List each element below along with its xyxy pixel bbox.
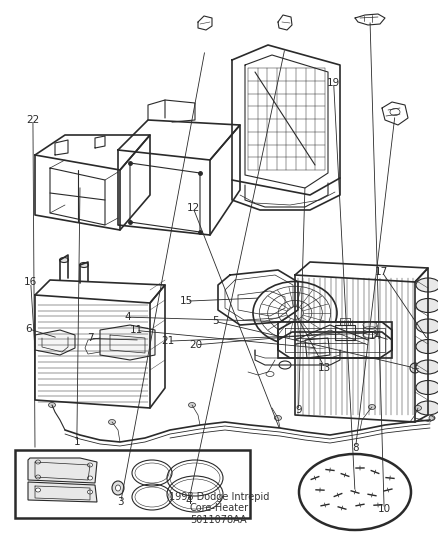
Text: 13: 13 <box>318 363 331 373</box>
Ellipse shape <box>274 416 281 421</box>
Polygon shape <box>277 322 391 358</box>
Ellipse shape <box>415 319 438 333</box>
Text: 14: 14 <box>368 331 381 341</box>
Ellipse shape <box>415 360 438 374</box>
Text: 16: 16 <box>24 278 37 287</box>
Ellipse shape <box>35 488 40 492</box>
Polygon shape <box>304 338 329 358</box>
Polygon shape <box>28 458 97 483</box>
Text: 5: 5 <box>211 317 218 326</box>
Ellipse shape <box>415 298 438 312</box>
Ellipse shape <box>35 475 40 479</box>
Bar <box>15 450 249 518</box>
Ellipse shape <box>87 476 92 480</box>
Ellipse shape <box>415 381 438 394</box>
Text: 22: 22 <box>26 115 39 125</box>
Ellipse shape <box>188 402 195 408</box>
Ellipse shape <box>428 416 434 421</box>
Ellipse shape <box>413 406 420 410</box>
Text: 3: 3 <box>117 497 124 507</box>
Polygon shape <box>28 482 97 502</box>
Polygon shape <box>100 325 155 360</box>
Text: 21: 21 <box>161 336 174 346</box>
Text: 15: 15 <box>180 296 193 306</box>
Ellipse shape <box>367 405 374 409</box>
Ellipse shape <box>298 454 410 530</box>
Text: 1998 Dodge Intrepid
Core-Heater
5011078AA: 1998 Dodge Intrepid Core-Heater 5011078A… <box>169 492 268 525</box>
Ellipse shape <box>87 463 92 467</box>
Ellipse shape <box>115 485 120 491</box>
Text: 4: 4 <box>124 312 131 322</box>
Ellipse shape <box>48 402 55 408</box>
Ellipse shape <box>79 262 88 268</box>
Ellipse shape <box>108 419 115 424</box>
Text: 19: 19 <box>326 78 339 87</box>
Text: 10: 10 <box>377 504 390 514</box>
Polygon shape <box>334 325 354 340</box>
Ellipse shape <box>415 401 438 415</box>
Ellipse shape <box>415 278 438 292</box>
Text: 1: 1 <box>73 438 80 447</box>
Ellipse shape <box>362 321 376 328</box>
Ellipse shape <box>112 481 124 495</box>
Ellipse shape <box>35 460 40 464</box>
Text: 11: 11 <box>129 326 142 335</box>
Ellipse shape <box>60 257 68 262</box>
Text: 4: 4 <box>185 496 192 506</box>
Text: 9: 9 <box>294 406 301 415</box>
Ellipse shape <box>415 340 438 353</box>
Polygon shape <box>35 330 75 355</box>
Text: 6: 6 <box>25 324 32 334</box>
Ellipse shape <box>87 490 92 494</box>
Text: 8: 8 <box>351 443 358 453</box>
Text: 12: 12 <box>186 203 199 213</box>
Text: 7: 7 <box>86 334 93 343</box>
Text: 20: 20 <box>188 340 201 350</box>
Text: 17: 17 <box>374 267 388 277</box>
